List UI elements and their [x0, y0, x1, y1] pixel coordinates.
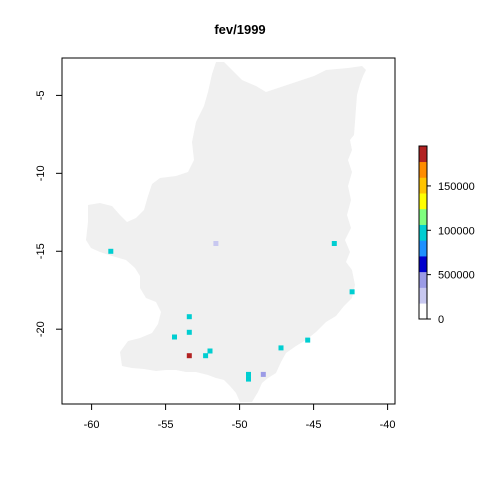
colorbar-tick-label: 100000 — [438, 225, 475, 237]
colorbar-swatch — [419, 193, 427, 210]
colorbar-legend: 0 500000 100000 150000 — [418, 145, 475, 326]
colorbar-swatch — [419, 256, 427, 273]
data-cell — [186, 353, 192, 359]
data-cell — [305, 337, 311, 343]
x-tick-label: -50 — [232, 419, 248, 431]
x-tick-label: -45 — [306, 419, 322, 431]
data-cell — [172, 334, 177, 340]
colorbar-swatch — [419, 271, 427, 288]
chart-title: fev/1999 — [214, 22, 266, 37]
data-cell — [331, 241, 337, 246]
colorbar-swatch — [419, 177, 427, 194]
y-tick-label: -5 — [35, 91, 47, 101]
data-cell — [207, 348, 213, 354]
data-cell — [246, 376, 251, 382]
x-tick-label: -55 — [158, 419, 174, 431]
data-cells — [108, 241, 355, 382]
colorbar-swatch — [419, 287, 427, 304]
colorbar-swatch — [419, 240, 427, 257]
region-shape — [86, 62, 366, 402]
y-axis: -5 -10 -15 -20 — [35, 91, 63, 337]
colorbar-swatch — [419, 161, 427, 178]
data-cell — [278, 345, 284, 351]
x-axis: -60 -55 -50 -45 -40 — [84, 403, 396, 431]
colorbar-swatch — [419, 303, 427, 320]
colorbar-frame — [418, 145, 428, 320]
colorbar-swatch — [419, 224, 427, 241]
colorbar-swatch — [419, 146, 427, 163]
colorbar-tick-label: 0 — [438, 314, 444, 326]
colorbar-swatch — [419, 208, 427, 225]
y-tick-label: -10 — [35, 165, 47, 181]
data-cell — [349, 289, 355, 295]
data-cell — [246, 371, 251, 377]
data-cell — [108, 248, 114, 254]
x-tick-label: -60 — [84, 419, 100, 431]
data-cell — [203, 353, 209, 359]
data-cell — [186, 314, 192, 320]
y-tick-label: -20 — [35, 321, 47, 337]
study-region — [86, 62, 366, 402]
data-cell — [260, 371, 266, 377]
data-cell — [186, 329, 192, 335]
x-tick-label: -40 — [380, 419, 396, 431]
colorbar-tick-label: 150000 — [438, 181, 475, 193]
data-cell — [213, 241, 219, 246]
y-tick-label: -15 — [35, 243, 47, 259]
colorbar-tick-label: 500000 — [438, 270, 475, 282]
